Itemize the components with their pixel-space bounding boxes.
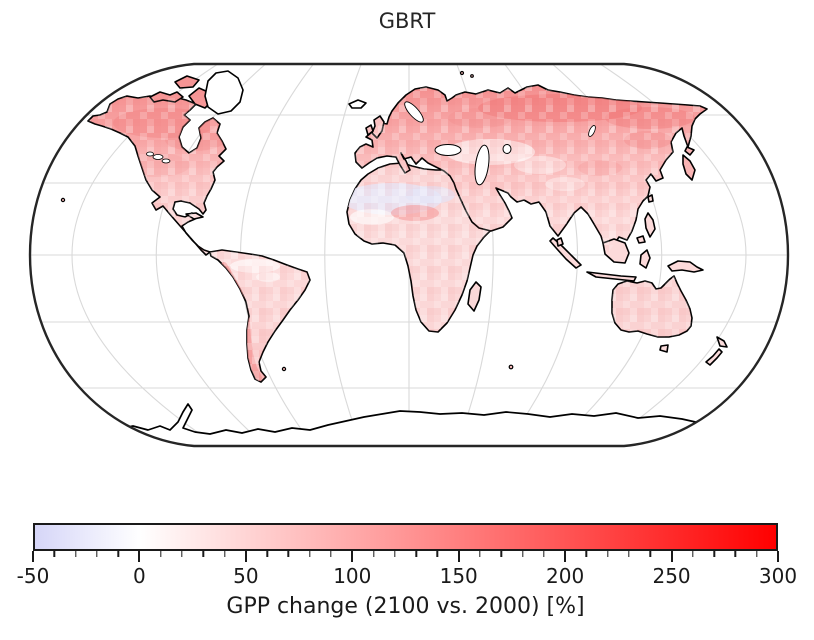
colorbar-minor-tick <box>266 551 268 557</box>
lakes <box>146 101 596 186</box>
colorbar-major-tick <box>138 551 141 562</box>
colorbar-major-tick <box>32 551 34 562</box>
colorbar-minor-tick <box>117 551 119 557</box>
greenland <box>204 70 244 115</box>
colorbar-minor-tick <box>96 551 98 557</box>
colorbar-major-tick <box>777 551 779 562</box>
colorbar-gradient <box>33 523 778 551</box>
colorbar-minor-tick <box>756 551 758 557</box>
colorbar-tick-label: 100 <box>333 564 372 588</box>
colorbar-minor-tick <box>202 551 204 557</box>
colorbar-minor-tick <box>713 551 715 557</box>
colorbar-major-tick <box>244 551 247 562</box>
colorbar-minor-tick <box>223 551 226 557</box>
small-islands <box>60 70 514 372</box>
colorbar-minor-tick <box>394 551 396 557</box>
colorbar-minor-tick <box>74 551 77 557</box>
colorbar-minor-tick <box>372 551 375 557</box>
colorbar-tick-label: 200 <box>546 564 585 588</box>
colorbar-minor-tick <box>585 551 588 557</box>
colorbar-tick-label: 0 <box>133 564 146 588</box>
tasmania-new-zealand <box>659 336 728 366</box>
colorbar-minor-tick <box>479 551 481 557</box>
colorbar-major-tick <box>351 551 354 562</box>
colorbar-tick-label: 50 <box>233 564 259 588</box>
colorbar-minor-tick <box>309 551 311 557</box>
japan <box>682 146 696 181</box>
colorbar-label: GPP change (2100 vs. 2000) [%] <box>226 594 585 619</box>
colorbar-minor-tick <box>628 551 630 557</box>
colorbar-minor-tick <box>734 551 737 557</box>
colorbar-minor-tick <box>160 551 162 557</box>
colorbar-major-tick <box>564 551 567 562</box>
figure-title: GBRT <box>378 9 436 33</box>
colorbar-minor-tick <box>287 551 290 557</box>
colorbar-tick-label: -50 <box>16 564 50 588</box>
antarctica <box>87 403 753 446</box>
colorbar-minor-tick <box>521 551 524 557</box>
colorbar-minor-tick <box>607 551 609 557</box>
colorbar-minor-tick <box>500 551 502 557</box>
colorbar-minor-tick <box>692 551 694 557</box>
colorbar-minor-tick <box>181 551 183 557</box>
map-boundary <box>28 62 790 448</box>
colorbar-major-tick <box>457 551 460 562</box>
colorbar-minor-tick <box>543 551 545 557</box>
madagascar <box>467 281 482 312</box>
colorbar-major-tick <box>670 551 673 562</box>
colorbar-tick-label: 150 <box>439 564 478 588</box>
colorbar-tick-label: 250 <box>652 564 691 588</box>
colorbar-ticklabels: -50 0 50 100 150 200 250 300 <box>17 564 797 588</box>
colorbar-minor-tick <box>330 551 332 557</box>
colorbar-minor-tick <box>415 551 417 557</box>
colorbar-ticks <box>32 551 779 564</box>
iceland <box>348 99 367 109</box>
colorbar-minor-tick <box>436 551 439 557</box>
colorbar-minor-tick <box>53 551 55 557</box>
colorbar-minor-tick <box>649 551 651 557</box>
colorbar-tick-label: 300 <box>758 564 798 588</box>
